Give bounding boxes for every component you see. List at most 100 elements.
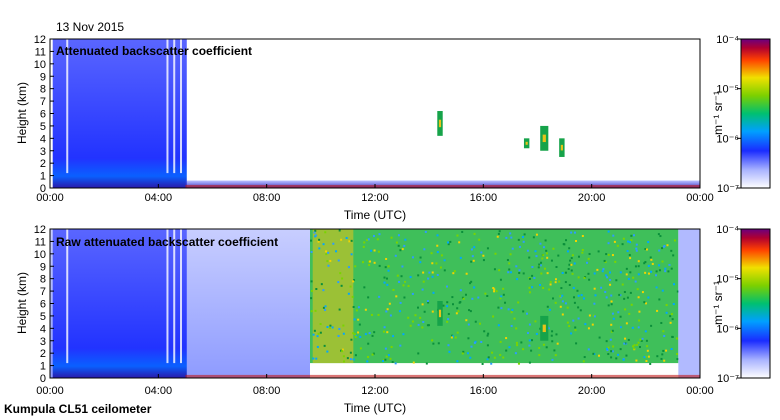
noise-speck — [658, 249, 661, 252]
noise-speck — [632, 345, 635, 348]
colorbar-tick-label: 10⁻⁶ — [716, 133, 739, 145]
noise-speck — [619, 271, 622, 274]
cloud-core — [560, 144, 563, 151]
noise-speck — [457, 310, 460, 313]
noise-speck — [430, 252, 433, 255]
noise-speck — [649, 362, 652, 365]
noise-speck — [670, 249, 673, 252]
noise-speck — [587, 257, 590, 260]
noise-speck — [414, 314, 417, 317]
noise-speck — [318, 247, 321, 250]
noise-speck — [517, 238, 520, 241]
noise-speck — [357, 306, 360, 309]
noise-speck — [575, 240, 578, 243]
noise-speck — [505, 349, 508, 352]
noise-speck — [646, 349, 649, 352]
noise-speck — [670, 267, 673, 270]
noise-speck — [461, 230, 464, 233]
noise-speck — [480, 251, 483, 254]
data-gap — [166, 229, 169, 364]
noise-speck — [401, 265, 404, 268]
noise-speck — [624, 308, 627, 311]
noise-speck — [352, 280, 355, 283]
noise-speck — [523, 233, 526, 236]
noise-speck — [632, 234, 635, 237]
noise-speck — [633, 347, 636, 350]
noise-speck — [349, 351, 352, 354]
noise-speck — [560, 287, 563, 290]
noise-speck — [640, 339, 643, 342]
colorbar-tick-label: 10⁻⁴ — [716, 224, 739, 236]
noise-speck — [521, 236, 524, 239]
noise-speck — [581, 251, 584, 254]
noise-speck — [612, 317, 615, 320]
noise-speck — [387, 269, 390, 272]
noise-speck — [417, 274, 420, 277]
noise-speck — [468, 309, 471, 312]
noise-speck — [546, 252, 549, 255]
noise-speck — [492, 315, 495, 318]
noise-speck — [390, 236, 393, 239]
noise-speck — [550, 334, 553, 337]
y-tick-label: 0 — [40, 373, 46, 385]
noise-speck — [397, 234, 400, 237]
x-tick-label: 00:00 — [36, 192, 64, 204]
noise-speck — [315, 234, 318, 237]
noise-speck — [612, 345, 615, 348]
y-tick-label: 12 — [34, 224, 46, 236]
noise-speck — [487, 332, 490, 335]
noise-speck — [607, 304, 610, 307]
noise-speck — [378, 233, 381, 236]
noise-speck — [385, 355, 388, 358]
noise-speck — [499, 353, 502, 356]
noise-speck — [312, 333, 315, 336]
noise-speck — [417, 352, 420, 355]
noise-speck — [583, 276, 586, 279]
noise-speck — [445, 285, 448, 288]
noise-speck — [593, 272, 596, 275]
noise-speck — [399, 249, 402, 252]
noise-speck — [483, 330, 486, 333]
noise-speck — [625, 273, 628, 276]
noise-speck — [354, 333, 357, 336]
noise-speck — [367, 342, 370, 345]
noise-speck — [478, 238, 481, 241]
noise-speck — [387, 265, 390, 268]
noise-speck — [623, 297, 626, 300]
noise-speck — [436, 274, 439, 277]
noise-speck — [499, 297, 502, 300]
panel-raw-attenuated-backscatter: Raw attenuated backscatter coefficient 0… — [15, 224, 771, 415]
noise-speck — [554, 354, 557, 357]
noise-speck — [662, 245, 665, 248]
noise-speck — [496, 235, 499, 238]
noise-speck — [394, 254, 397, 257]
noise-speck — [421, 326, 424, 329]
colorbar-label: m⁻¹ sr⁻¹ — [711, 91, 725, 135]
noise-speck — [474, 320, 477, 323]
y-axis-label: Height (km) — [15, 272, 29, 334]
data-gap — [180, 39, 182, 174]
noise-speck — [655, 270, 658, 273]
noise-speck — [664, 267, 667, 270]
noise-speck — [641, 337, 644, 340]
noise-speck — [570, 257, 573, 260]
noise-speck — [508, 262, 511, 265]
noise-speck — [551, 330, 554, 333]
noise-speck — [528, 256, 531, 259]
noise-speck — [610, 350, 613, 353]
noise-speck — [453, 270, 456, 273]
noise-speck — [625, 354, 628, 357]
noise-speck — [426, 324, 429, 327]
noise-speck — [310, 239, 313, 242]
noise-speck — [645, 339, 648, 342]
noise-speck — [402, 284, 405, 287]
noise-speck — [350, 253, 353, 256]
y-tick-label: 3 — [40, 336, 46, 348]
noise-speck — [628, 312, 631, 315]
noise-speck — [456, 360, 459, 363]
noise-speck — [399, 344, 402, 347]
noise-speck — [495, 290, 498, 293]
noise-speck — [373, 249, 376, 252]
noise-speck — [368, 332, 371, 335]
noise-speck — [672, 303, 675, 306]
